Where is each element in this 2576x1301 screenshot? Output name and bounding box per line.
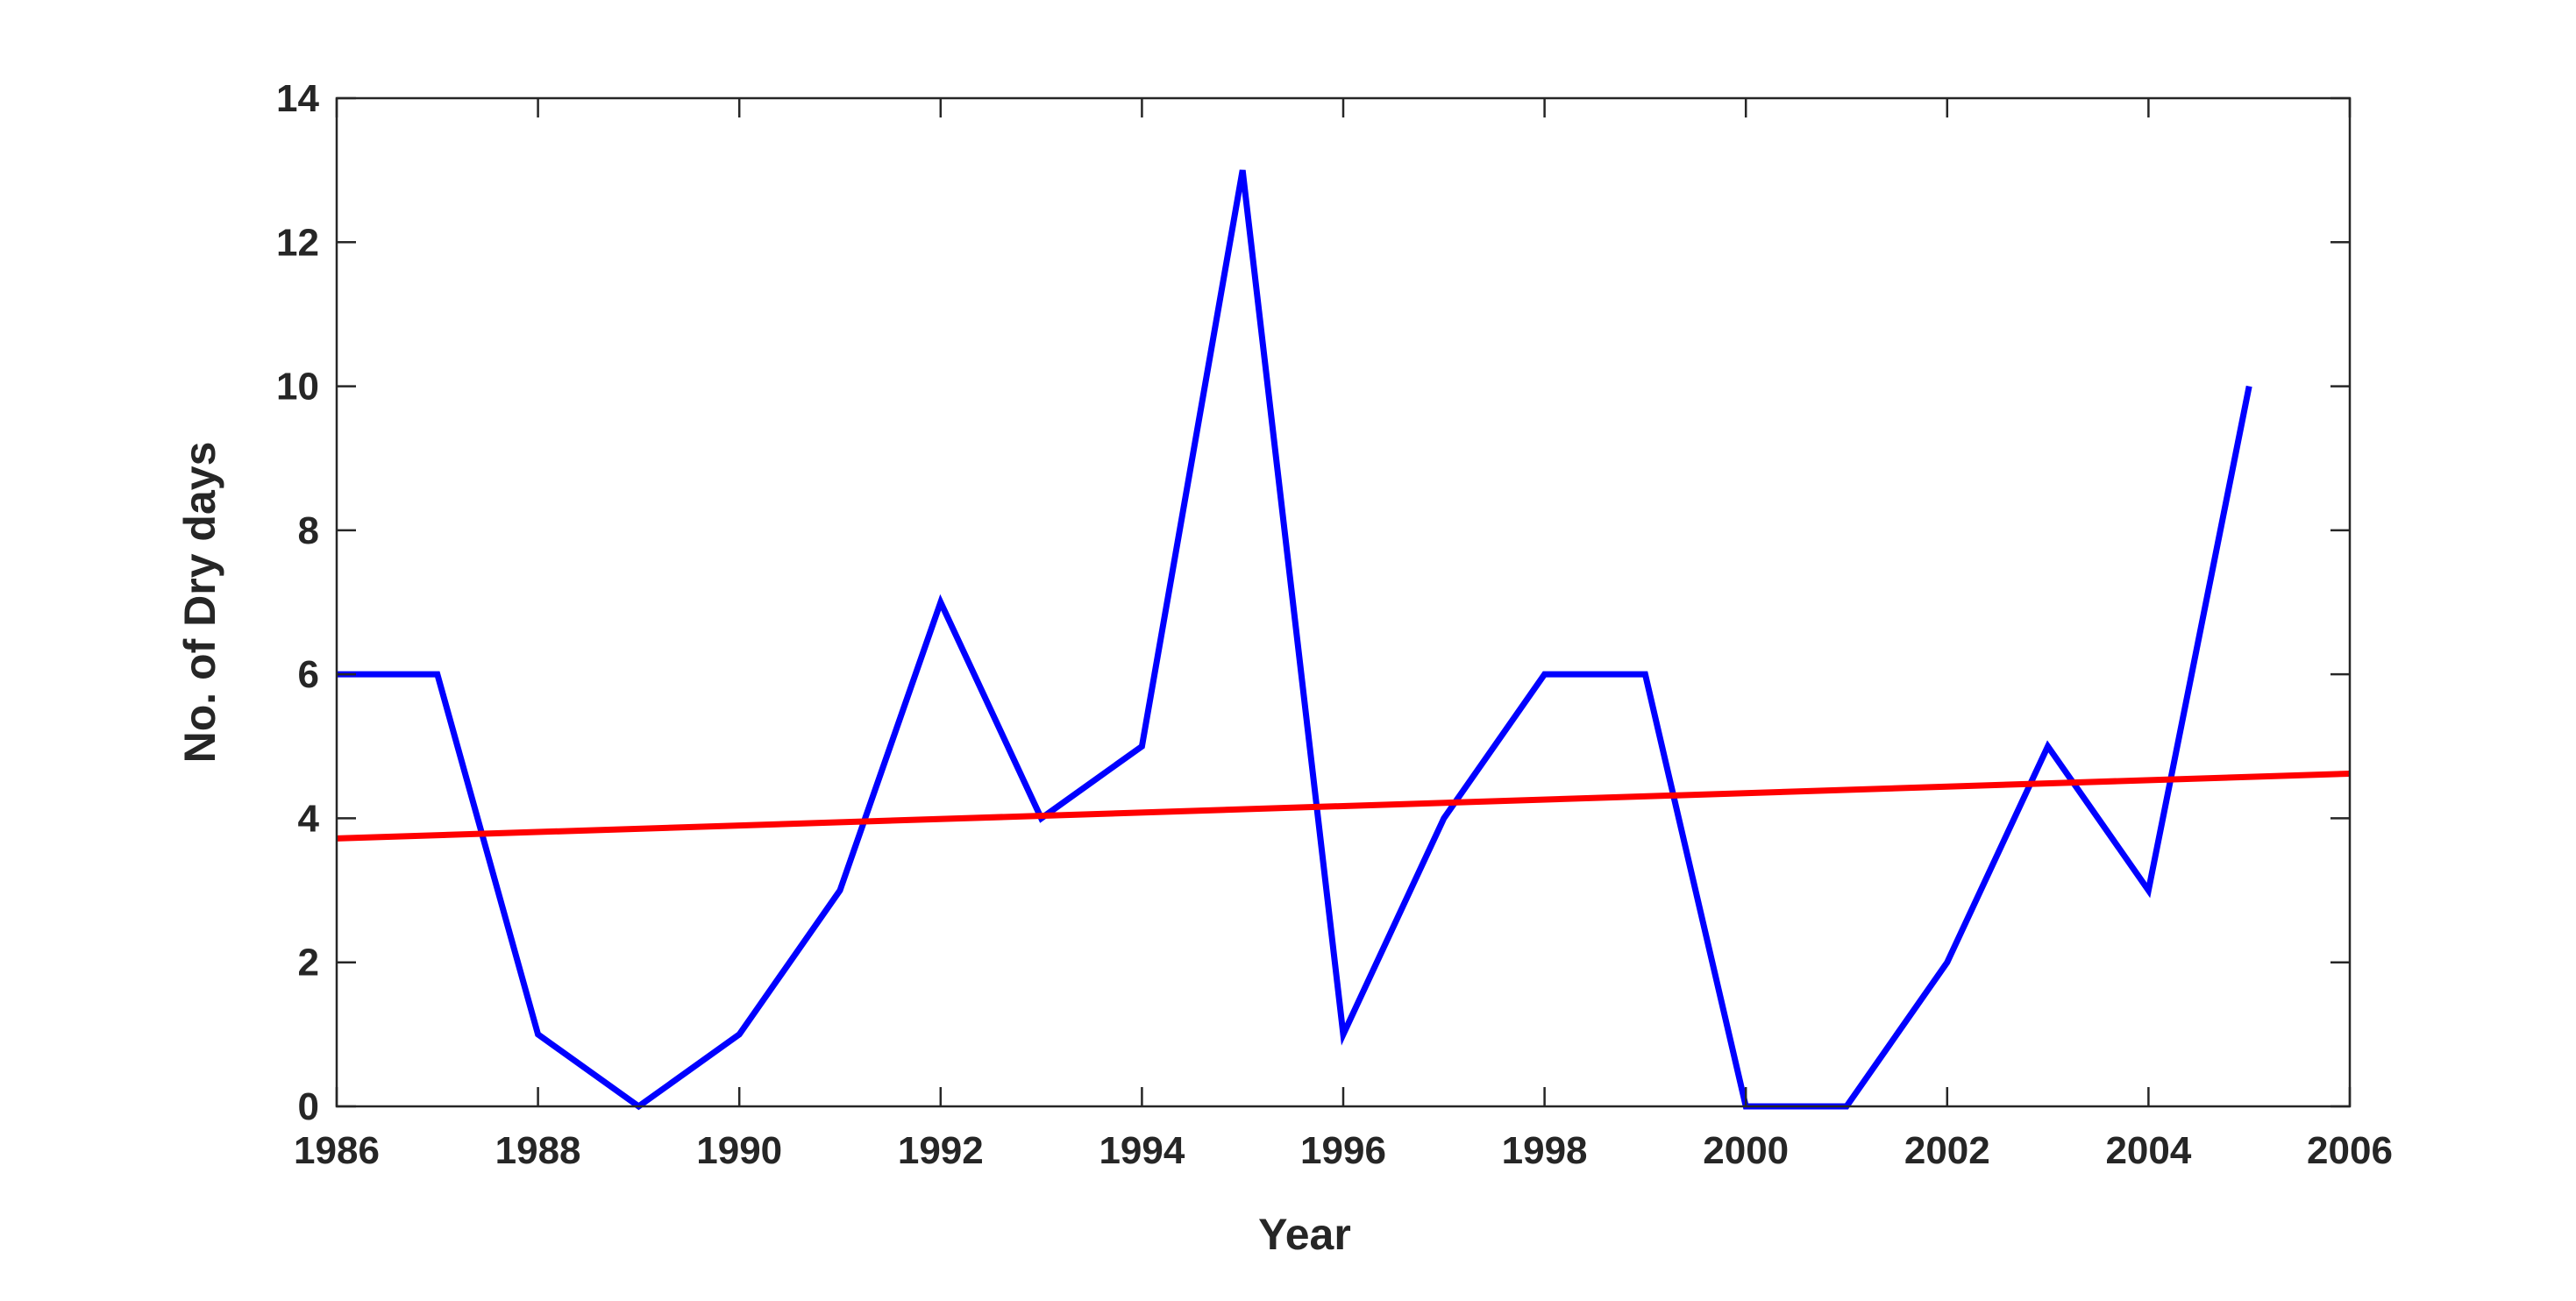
y-axis-label: No. of Dry days (175, 442, 224, 764)
tick-layer: 1986 1988 1990 1992 1994 1996 1998 2000 2002 2004… (276, 77, 2393, 1172)
y-tick-label: 4 (298, 797, 320, 840)
x-tick-label: 1992 (898, 1129, 984, 1172)
trend-line (336, 771, 2351, 842)
plot-area (337, 98, 2350, 1106)
y-tick-label: 12 (276, 221, 319, 264)
x-tick-label: 1990 (696, 1129, 782, 1172)
y-tick-label: 8 (298, 509, 319, 552)
x-tick-label: 2006 (2307, 1129, 2393, 1172)
x-tick-label: 2004 (2105, 1129, 2191, 1172)
x-tick-label: 1986 (294, 1129, 380, 1172)
x-tick-label: 1996 (1300, 1129, 1386, 1172)
y-tick-label: 0 (298, 1085, 319, 1128)
y-tick-label: 6 (298, 653, 319, 696)
x-tick-label: 1994 (1099, 1129, 1185, 1172)
series-layer (336, 169, 2351, 1111)
x-tick-label: 2002 (1904, 1129, 1990, 1172)
y-tick-label: 14 (276, 77, 319, 120)
x-tick-label: 1998 (1502, 1129, 1588, 1172)
x-axis-label: Year (1258, 1210, 1351, 1259)
y-tick-label: 2 (298, 942, 319, 985)
x-tick-label: 1988 (495, 1129, 581, 1172)
x-tick-label: 2000 (1703, 1129, 1789, 1172)
dry-days-series-line (337, 169, 2252, 1111)
y-tick-label: 10 (276, 366, 319, 409)
